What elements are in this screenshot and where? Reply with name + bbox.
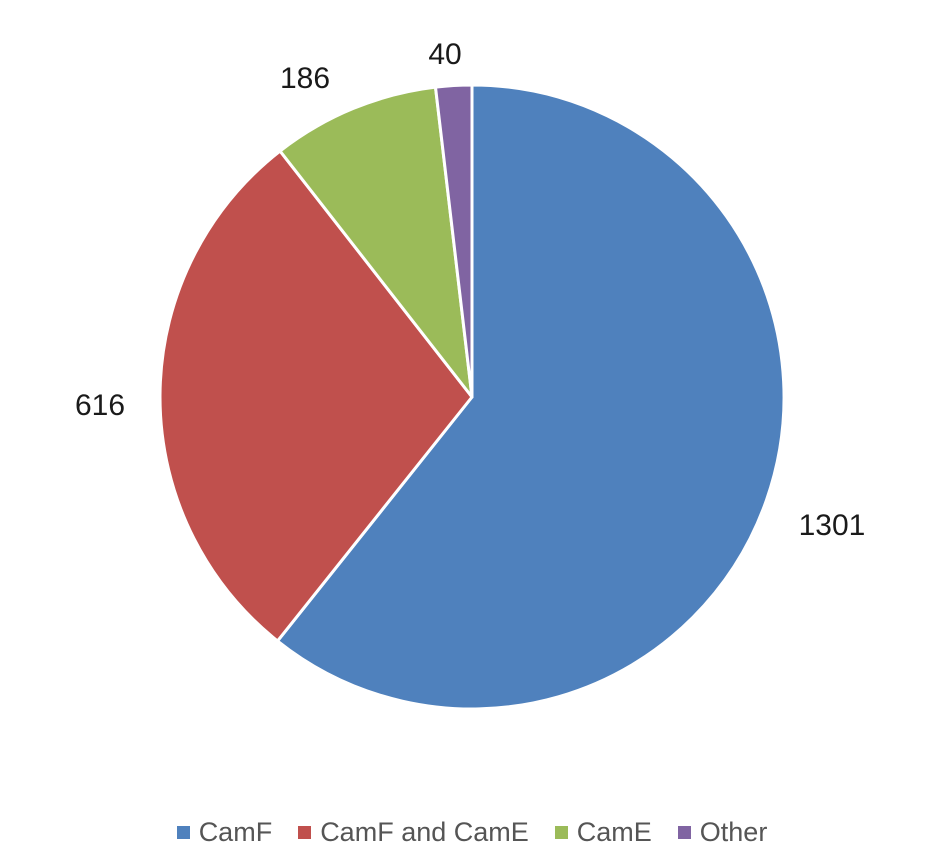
legend-item-camf-and-came: CamF and CamE [298,817,529,848]
legend-item-other: Other [677,816,768,848]
data-label-came: 186 [280,62,330,95]
data-label-other: 40 [428,38,461,71]
legend-label-other: Other [699,816,768,847]
pie-data-labels: 1301 616 186 40 [75,38,865,542]
legend-swatch-came [554,825,568,839]
legend-label-came: CamE [576,816,652,847]
pie-slice-came [278,85,474,399]
legend-swatch-camf [176,825,190,839]
legend-label-camf: CamF [198,816,273,847]
legend-label-camf-and-came: CamF and CamE [320,816,529,847]
legend-item-camf: CamF [176,816,273,848]
legend-swatch-other [677,825,691,839]
legend-item-came: CamE [554,816,652,848]
legend-swatch-camf-and-came [298,825,312,839]
pie-slice-camf [276,83,786,711]
data-label-camf-and-came: 616 [75,389,125,422]
pie-slice-camf-and-came [158,149,474,643]
pie-slices [158,83,786,711]
pie-slice-other [433,83,474,399]
legend: CamF CamF and CamE CamE Other [0,812,944,852]
data-label-camf: 1301 [799,509,866,542]
